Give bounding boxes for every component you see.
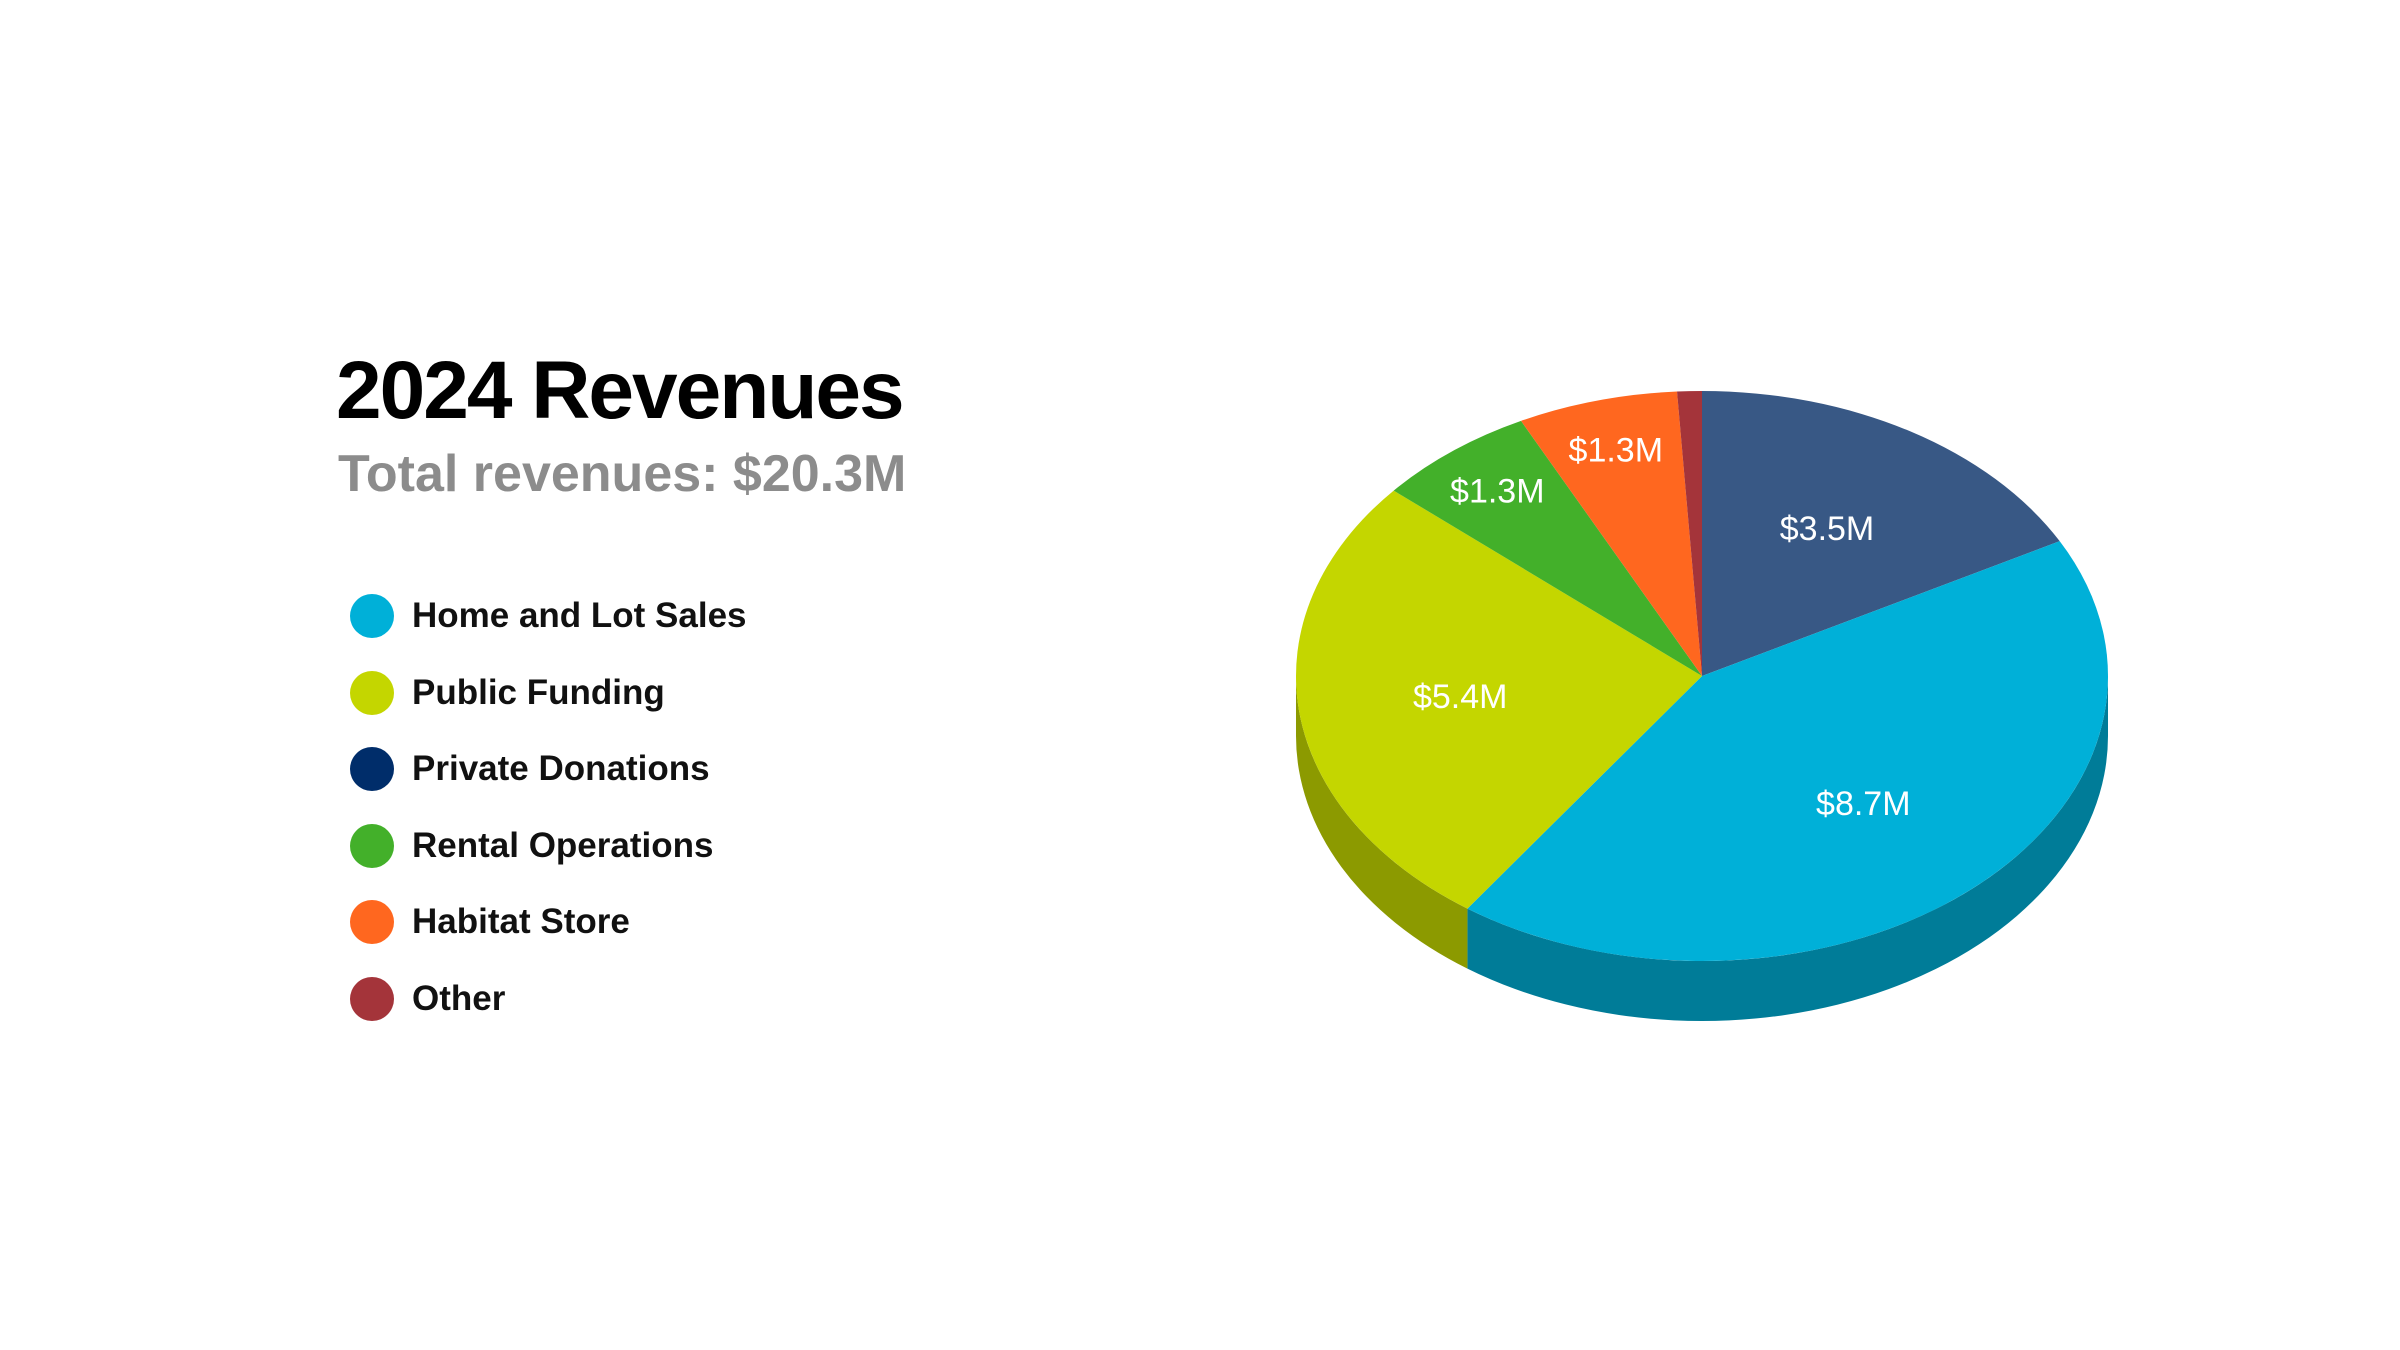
legend-item-habitat-store: Habitat Store	[350, 884, 747, 961]
data-label-habitat-store: $1.3M	[1569, 431, 1664, 469]
pie-slice-public-funding	[1296, 490, 1702, 909]
legend-label: Other	[412, 978, 506, 1018]
legend-item-private-donations: Private Donations	[350, 731, 747, 808]
pie-slice-home-and-lot-sales	[1467, 541, 2108, 961]
legend-label: Public Funding	[412, 672, 665, 712]
data-label-private-donations: $3.5M	[1780, 510, 1875, 548]
legend-label: Private Donations	[412, 749, 710, 789]
legend-item-home-and-lot-sales: Home and Lot Sales	[350, 578, 747, 655]
legend-label: Habitat Store	[412, 902, 630, 942]
pie-side-home-and-lot-sales	[1467, 676, 2108, 1022]
legend-label: Home and Lot Sales	[412, 596, 747, 636]
legend-item-public-funding: Public Funding	[350, 655, 747, 732]
pie-slice-habitat-store	[1521, 391, 1702, 676]
legend-swatch	[350, 670, 394, 715]
pie-tops	[1296, 391, 2108, 961]
data-label-home-and-lot-sales: $8.7M	[1816, 785, 1911, 823]
pie-slice-rental-operations	[1393, 420, 1702, 676]
legend-item-rental-operations: Rental Operations	[350, 808, 747, 885]
pie-side-public-funding	[1296, 676, 1468, 969]
legend-label: Rental Operations	[412, 825, 714, 865]
legend-swatch	[350, 976, 394, 1021]
legend-item-other: Other	[350, 961, 747, 1038]
legend-swatch	[350, 900, 394, 945]
pie-labels: $3.5M $8.7M $5.4M $1.3M $1.3M	[1413, 431, 1911, 823]
chart-legend: Home and Lot Sales Public Funding Private …	[350, 578, 747, 1037]
pie-slice-other	[1677, 391, 1702, 676]
legend-swatch	[350, 594, 394, 639]
chart-title: 2024 Revenues	[336, 345, 905, 436]
legend-swatch	[350, 747, 394, 792]
pie-slice-private-donations	[1702, 391, 2060, 676]
pie-sides	[1296, 676, 2108, 1022]
legend-swatch	[350, 823, 394, 868]
data-label-rental-operations: $1.3M	[1450, 473, 1545, 511]
chart-subtitle: Total revenues: $20.3M	[338, 445, 907, 503]
data-label-public-funding: $5.4M	[1413, 678, 1508, 716]
